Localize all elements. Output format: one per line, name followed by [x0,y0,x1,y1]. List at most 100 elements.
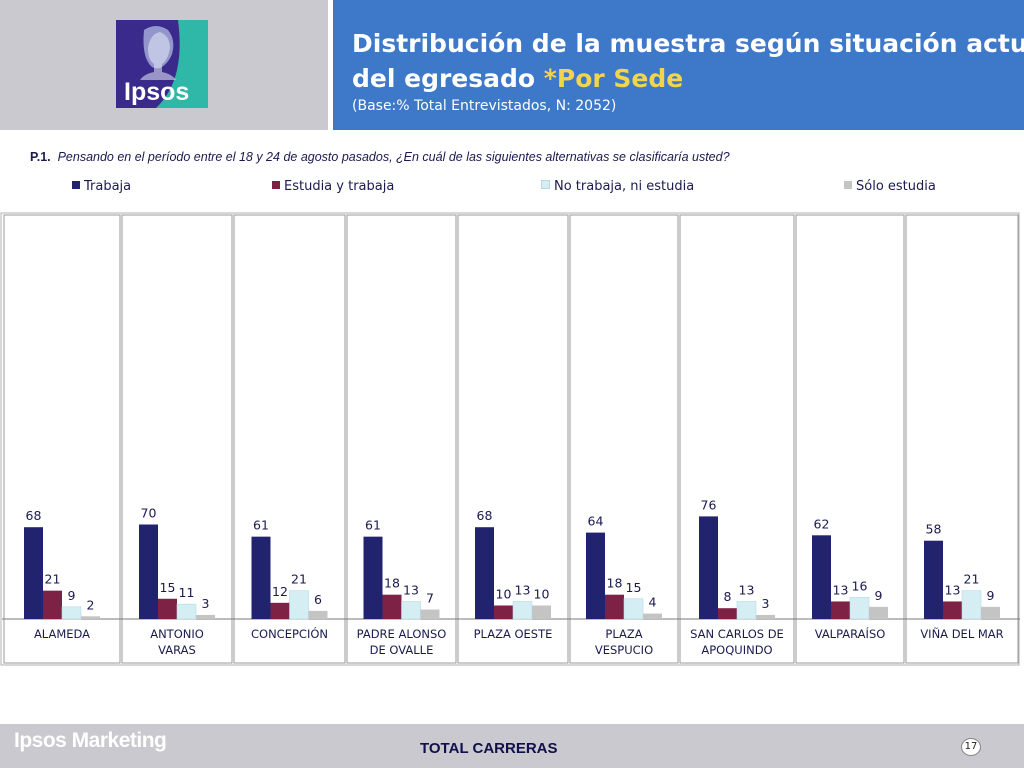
data-label-concepcion-s3: 6 [314,592,322,607]
data-label-plaza-oeste-s3: 10 [534,587,550,602]
bar-plaza-vespucio-s1 [605,594,624,619]
legend-item-solo-estudia: Sólo estudia [844,179,936,194]
panel-san-carlos-de-apoquindo [679,214,795,664]
ipsos-logo: Ipsos [116,20,208,108]
category-label-plaza-oeste: PLAZA OESTE [474,627,553,641]
legend-swatch [844,181,852,189]
data-label-padre-alonso-de-ovalle-s0: 61 [365,518,381,533]
bar-concepcion-s1 [270,602,290,619]
question-tag: P.1. [30,150,51,164]
bar-plaza-oeste-s0 [475,527,494,619]
data-label-antonio-varas-s2: 11 [179,585,195,600]
header-title-panel [333,0,1024,130]
page-title-prefix: del egresado [352,64,544,93]
data-label-alameda-s0: 68 [26,508,42,523]
category-label-concepcion: CONCEPCIÓN [251,626,328,641]
legend-swatch [272,181,280,189]
legend-label: No trabaja, ni estudia [554,179,695,194]
bar-vina-del-mar-s2 [961,590,982,620]
category-label-antonio-varas: VARAS [158,643,196,657]
bar-padre-alonso-de-ovalle-s1 [382,594,402,619]
bar-san-carlos-de-apoquindo-s1 [718,608,737,619]
page-title-line1: Distribución de la muestra según situaci… [352,29,1024,58]
category-label-plaza-vespucio: VESPUCIO [595,643,653,657]
question-text: Pensando en el período entre el 18 y 24 … [57,150,730,164]
bar-alameda-s2 [61,606,82,620]
data-label-vina-del-mar-s1: 13 [945,582,961,597]
data-label-valparaiso-s1: 13 [833,582,849,597]
data-label-antonio-varas-s0: 70 [141,506,157,521]
category-label-alameda: ALAMEDA [34,627,90,641]
data-label-alameda-s2: 9 [68,588,76,603]
logo-text: Ipsos [124,78,189,106]
bar-vina-del-mar-s1 [943,601,962,619]
panel-antonio-varas [121,214,233,664]
header-logo-panel: Ipsos [0,0,328,130]
footer-brand: Ipsos Marketing [14,729,167,752]
panel-plaza-oeste [457,214,569,664]
survey-question: P.1. Pensando en el período entre el 18 … [30,150,730,164]
data-label-plaza-oeste-s1: 10 [496,587,512,602]
bar-san-carlos-de-apoquindo-s2 [736,601,757,620]
bar-concepcion-s2 [289,590,309,620]
bar-padre-alonso-de-ovalle-s0 [363,536,383,619]
bar-antonio-varas-s2 [176,603,197,620]
data-label-valparaiso-s3: 9 [875,588,883,603]
bar-plaza-vespucio-s0 [586,532,605,619]
bar-vina-del-mar-s3 [981,606,1000,619]
footer-total-label: TOTAL CARRERAS [420,740,558,757]
data-label-san-carlos-de-apoquindo-s0: 76 [701,497,717,512]
data-label-padre-alonso-de-ovalle-s1: 18 [384,576,400,591]
bar-antonio-varas-s1 [158,598,177,619]
bar-san-carlos-de-apoquindo-s3 [756,614,775,619]
legend-item-trabaja: Trabaja [72,179,131,194]
bar-concepcion-s0 [251,536,271,619]
data-label-valparaiso-s0: 62 [814,516,830,531]
legend-label: Sólo estudia [856,179,936,194]
data-label-san-carlos-de-apoquindo-s2: 13 [739,582,755,597]
data-label-plaza-oeste-s0: 68 [477,508,493,523]
bar-valparaiso-s1 [831,601,850,619]
page-subtitle: (Base:% Total Entrevistados, N: 2052) [352,98,617,114]
data-label-vina-del-mar-s2: 21 [964,572,980,587]
bar-plaza-vespucio-s3 [643,613,662,619]
bar-vina-del-mar-s0 [924,540,943,619]
page-title-highlight: *Por Sede [543,64,684,93]
data-label-alameda-s1: 21 [45,572,61,587]
data-label-plaza-vespucio-s1: 18 [607,576,623,591]
data-label-padre-alonso-de-ovalle-s2: 13 [403,582,419,597]
category-label-antonio-varas: ANTONIO [150,627,204,641]
data-label-plaza-vespucio-s0: 64 [588,514,604,529]
page-title-line2: del egresado *Por Sede [352,64,683,93]
data-label-alameda-s3: 2 [87,597,95,612]
data-label-valparaiso-s2: 16 [852,578,868,593]
data-label-plaza-oeste-s2: 13 [515,582,531,597]
legend-label: Estudia y trabaja [284,179,395,194]
bar-valparaiso-s3 [869,606,888,619]
bar-san-carlos-de-apoquindo-s0 [699,516,718,619]
data-label-antonio-varas-s1: 15 [160,580,176,595]
category-label-san-carlos-de-apoquindo: APOQUINDO [701,643,772,657]
data-label-plaza-vespucio-s3: 4 [649,595,657,610]
bar-padre-alonso-de-ovalle-s2 [401,601,421,620]
panel-alameda [3,214,121,664]
category-label-valparaiso: VALPARAÍSO [815,626,886,641]
bar-plaza-vespucio-s2 [623,598,644,620]
data-label-padre-alonso-de-ovalle-s3: 7 [426,591,434,606]
legend-item-no-trabaja-ni-estudia: No trabaja, ni estudia [541,179,694,194]
category-label-plaza-vespucio: PLAZA [605,627,642,641]
legend-item-estudia-y-trabaja: Estudia y trabaja [272,179,394,194]
bar-alameda-s0 [24,527,43,619]
bar-alameda-s3 [81,616,100,619]
category-label-vina-del-mar: VIÑA DEL MAR [920,626,1003,641]
bar-antonio-varas-s0 [139,524,158,619]
bar-valparaiso-s0 [812,535,831,619]
bar-plaza-oeste-s3 [532,605,551,619]
legend-swatch [541,180,550,189]
bar-concepcion-s3 [308,610,328,619]
footer-bar: Ipsos Marketing TOTAL CARRERAS 17 [0,724,1024,768]
data-label-plaza-vespucio-s2: 15 [626,580,642,595]
data-label-concepcion-s0: 61 [253,518,269,533]
bar-valparaiso-s2 [849,597,870,620]
